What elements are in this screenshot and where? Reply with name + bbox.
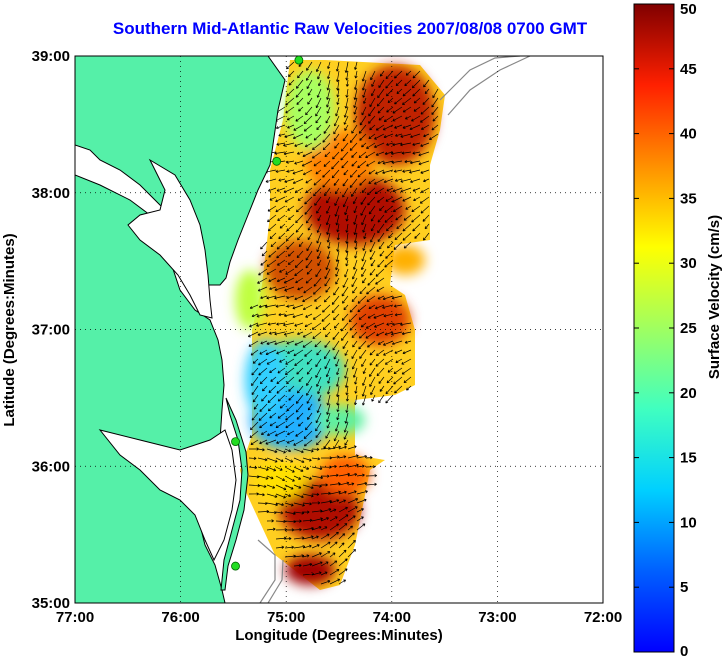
latitude-tick-label: 38:00 <box>32 185 70 202</box>
colorbar-tick-label: 25 <box>680 320 697 337</box>
station-marker <box>294 55 304 65</box>
colorbar-tick-label: 45 <box>680 61 697 78</box>
longitude-tick-label: 76:00 <box>161 609 199 626</box>
velocity-vectors <box>247 61 439 585</box>
station-marker <box>272 156 282 166</box>
latitude-tick-label: 36:00 <box>32 458 70 475</box>
chesapeake-bay <box>127 158 213 319</box>
map-title: Southern Mid-Atlantic Raw Velocities 200… <box>112 19 588 38</box>
colorbar-tick-label: 20 <box>680 385 697 402</box>
isobath-contours <box>257 56 531 603</box>
vector-arrows <box>247 61 439 585</box>
colorbar-tick-label: 0 <box>680 643 688 659</box>
colorbar-tick-label: 35 <box>680 190 697 207</box>
colorbar-tick-label: 10 <box>680 514 697 531</box>
longitude-tick-label: 73:00 <box>478 609 516 626</box>
latitude-ticks: 39:00 38:00 37:00 36:00 35:00 <box>32 48 70 612</box>
radar-stations <box>231 55 304 571</box>
longitude-ticks: 77:00 76:00 75:00 74:00 73:00 72:00 <box>56 609 622 626</box>
colorbar-tick-label: 50 <box>680 1 697 18</box>
latitude-tick-label: 39:00 <box>32 48 70 65</box>
colorbar-tick-label: 30 <box>680 255 697 272</box>
latitude-tick-label: 35:00 <box>32 595 70 612</box>
pamlico-sound <box>98 429 237 562</box>
axes-frame <box>74 55 604 604</box>
station-marker <box>231 561 240 571</box>
colorbar <box>633 3 675 653</box>
colorbar-label: Surface Velocity (cm/s) <box>706 215 723 379</box>
longitude-tick-label: 74:00 <box>373 609 411 626</box>
y-axis-label: Latitude (Degrees:Minutes) <box>1 233 18 426</box>
station-marker <box>231 437 240 447</box>
latitude-tick-label: 37:00 <box>32 322 70 339</box>
colorbar-tick-label: 5 <box>680 579 688 596</box>
map-grid <box>75 56 603 603</box>
colorbar-tick-label: 15 <box>680 450 697 467</box>
x-axis-label: Longitude (Degrees:Minutes) <box>235 627 443 644</box>
colorbar-tick-label: 40 <box>680 126 697 143</box>
longitude-tick-label: 72:00 <box>584 609 622 626</box>
longitude-tick-label: 77:00 <box>56 609 94 626</box>
longitude-tick-label: 75:00 <box>267 609 305 626</box>
